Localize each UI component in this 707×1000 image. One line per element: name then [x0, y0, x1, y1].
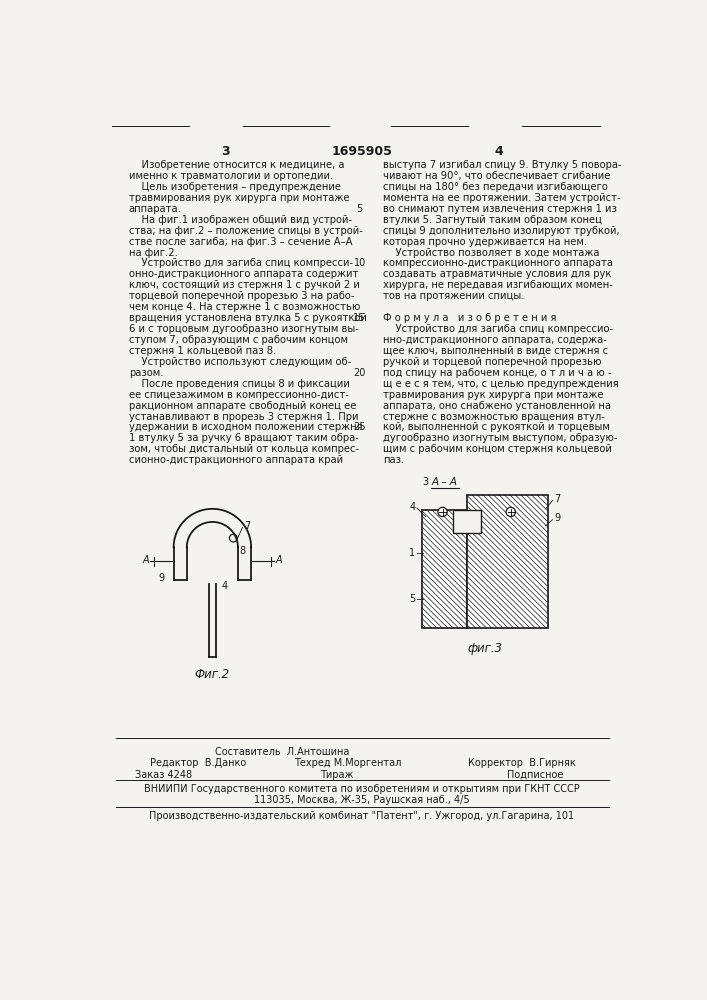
- Text: стержне с возможностью вращения втул-: стержне с возможностью вращения втул-: [383, 412, 604, 422]
- Text: Устройство для загиба спиц компрессио-: Устройство для загиба спиц компрессио-: [383, 324, 613, 334]
- Text: Подписное: Подписное: [507, 770, 563, 780]
- Text: разом.: разом.: [129, 368, 163, 378]
- Text: щее ключ, выполненный в виде стержня с: щее ключ, выполненный в виде стержня с: [383, 346, 608, 356]
- Text: Техред М.Моргентал: Техред М.Моргентал: [293, 758, 401, 768]
- Text: 7: 7: [554, 494, 561, 504]
- Text: Фиг.2: Фиг.2: [195, 668, 230, 681]
- Text: ВНИИПИ Государственного комитета по изобретениям и открытиям при ГКНТ СССР: ВНИИПИ Государственного комитета по изоб…: [144, 784, 580, 794]
- Text: 10: 10: [354, 258, 366, 268]
- Text: кой, выполненной с рукояткой и торцевым: кой, выполненной с рукояткой и торцевым: [383, 422, 609, 432]
- Text: Устройство позволяет в ходе монтажа: Устройство позволяет в ходе монтажа: [383, 248, 600, 258]
- Text: Производственно-издательский комбинат "Патент", г. Ужгород, ул.Гагарина, 101: Производственно-издательский комбинат "П…: [149, 811, 575, 821]
- Text: ракционном аппарате свободный конец ее: ракционном аппарате свободный конец ее: [129, 401, 356, 411]
- Text: которая прочно удерживается на нем.: которая прочно удерживается на нем.: [383, 237, 587, 247]
- Text: 1: 1: [409, 548, 416, 558]
- Text: втулки 5. Загнутый таким образом конец: втулки 5. Загнутый таким образом конец: [383, 215, 602, 225]
- Text: под спицу на рабочем конце, о т л и ч а ю -: под спицу на рабочем конце, о т л и ч а …: [383, 368, 612, 378]
- Text: 5: 5: [409, 594, 416, 604]
- Text: удержании в исходном положении стержня: удержании в исходном положении стержня: [129, 422, 362, 432]
- Text: A – A: A – A: [432, 477, 458, 487]
- Text: 4: 4: [222, 581, 228, 591]
- Text: Тираж: Тираж: [320, 770, 353, 780]
- Circle shape: [438, 507, 448, 517]
- Bar: [467, 495, 548, 628]
- Text: вращения установлена втулка 5 с рукояткой: вращения установлена втулка 5 с рукоятко…: [129, 313, 366, 323]
- Text: Цель изобретения – предупреждение: Цель изобретения – предупреждение: [129, 182, 341, 192]
- Text: спицы 9 дополнительно изолируют трубкой,: спицы 9 дополнительно изолируют трубкой,: [383, 226, 619, 236]
- Text: компрессионно-дистракционного аппарата: компрессионно-дистракционного аппарата: [383, 258, 613, 268]
- Text: паз.: паз.: [383, 455, 404, 465]
- Text: 9: 9: [554, 513, 560, 523]
- Text: дугообразно изогнутым выступом, образую-: дугообразно изогнутым выступом, образую-: [383, 433, 617, 443]
- Text: именно к травматологии и ортопедии.: именно к травматологии и ортопедии.: [129, 171, 333, 181]
- Text: Составитель  Л.Антошина: Составитель Л.Антошина: [215, 747, 349, 757]
- Text: щим с рабочим концом стержня кольцевой: щим с рабочим концом стержня кольцевой: [383, 444, 612, 454]
- Text: 4: 4: [409, 502, 416, 512]
- Text: ручкой и торцевой поперечной прорезью: ручкой и торцевой поперечной прорезью: [383, 357, 602, 367]
- Text: ее спицезажимом в компрессионно-дист-: ее спицезажимом в компрессионно-дист-: [129, 390, 349, 400]
- Bar: [452, 510, 481, 533]
- Text: Изобретение относится к медицине, а: Изобретение относится к медицине, а: [129, 160, 344, 170]
- Bar: [421, 510, 467, 628]
- Text: устанавливают в прорезь 3 стержня 1. При: устанавливают в прорезь 3 стержня 1. При: [129, 412, 358, 422]
- Text: 6 и с торцовым дугообразно изогнутым вы-: 6 и с торцовым дугообразно изогнутым вы-: [129, 324, 358, 334]
- Text: аппарата, оно снабжено установленной на: аппарата, оно снабжено установленной на: [383, 401, 611, 411]
- Text: стержня 1 кольцевой паз 8.: стержня 1 кольцевой паз 8.: [129, 346, 276, 356]
- Text: 1695905: 1695905: [332, 145, 392, 158]
- Text: Заказ 4248: Заказ 4248: [135, 770, 192, 780]
- Text: Ф о р м у л а   и з о б р е т е н и я: Ф о р м у л а и з о б р е т е н и я: [383, 313, 556, 323]
- Text: хирурга, не передавая изгибающих момен-: хирурга, не передавая изгибающих момен-: [383, 280, 613, 290]
- Text: A: A: [276, 555, 283, 565]
- Text: торцевой поперечной прорезью 3 на рабо-: торцевой поперечной прорезью 3 на рабо-: [129, 291, 354, 301]
- Text: Корректор  В.Гирняк: Корректор В.Гирняк: [468, 758, 576, 768]
- Text: 5: 5: [356, 204, 363, 214]
- Text: 15: 15: [354, 313, 366, 323]
- Text: аппарата.: аппарата.: [129, 204, 182, 214]
- Text: момента на ее протяжении. Затем устройст-: момента на ее протяжении. Затем устройст…: [383, 193, 621, 203]
- Text: 1 втулку 5 за ручку 6 вращают таким обра-: 1 втулку 5 за ручку 6 вращают таким обра…: [129, 433, 358, 443]
- Text: зом, чтобы дистальный от кольца компрес-: зом, чтобы дистальный от кольца компрес-: [129, 444, 358, 454]
- Text: спицы на 180° без передачи изгибающего: спицы на 180° без передачи изгибающего: [383, 182, 608, 192]
- Text: ступом 7, образующим с рабочим концом: ступом 7, образующим с рабочим концом: [129, 335, 348, 345]
- Text: 25: 25: [354, 422, 366, 432]
- Text: 20: 20: [354, 368, 366, 378]
- Text: выступа 7 изгибал спицу 9. Втулку 5 повора-: выступа 7 изгибал спицу 9. Втулку 5 пово…: [383, 160, 621, 170]
- Text: 4: 4: [495, 145, 503, 158]
- Text: A: A: [142, 555, 149, 565]
- Text: 3: 3: [221, 145, 230, 158]
- Text: нно-дистракционного аппарата, содержа-: нно-дистракционного аппарата, содержа-: [383, 335, 607, 345]
- Text: ключ, состоящий из стержня 1 с ручкой 2 и: ключ, состоящий из стержня 1 с ручкой 2 …: [129, 280, 360, 290]
- Text: Устройство используют следующим об-: Устройство используют следующим об-: [129, 357, 351, 367]
- Text: сионно-дистракционного аппарата край: сионно-дистракционного аппарата край: [129, 455, 343, 465]
- Text: 9: 9: [158, 573, 164, 583]
- Text: ства; на фиг.2 – положение спицы в устрой-: ства; на фиг.2 – положение спицы в устро…: [129, 226, 363, 236]
- Text: тов на протяжении спицы.: тов на протяжении спицы.: [383, 291, 525, 301]
- Text: фиг.3: фиг.3: [467, 642, 502, 655]
- Text: 7: 7: [244, 521, 250, 531]
- Text: щ е е с я тем, что, с целью предупреждения: щ е е с я тем, что, с целью предупрежден…: [383, 379, 619, 389]
- Text: на фиг.2.: на фиг.2.: [129, 248, 177, 258]
- Text: 3: 3: [423, 477, 428, 487]
- Text: На фиг.1 изображен общий вид устрой-: На фиг.1 изображен общий вид устрой-: [129, 215, 352, 225]
- Text: чивают на 90°, что обеспечивает сгибание: чивают на 90°, что обеспечивает сгибание: [383, 171, 610, 181]
- Text: создавать атравматичные условия для рук: создавать атравматичные условия для рук: [383, 269, 612, 279]
- Text: онно-дистракционного аппарата содержит: онно-дистракционного аппарата содержит: [129, 269, 358, 279]
- Text: 113035, Москва, Ж-35, Раушская наб., 4/5: 113035, Москва, Ж-35, Раушская наб., 4/5: [254, 795, 469, 805]
- Circle shape: [506, 507, 515, 517]
- Text: Редактор  В.Данко: Редактор В.Данко: [151, 758, 247, 768]
- Text: После проведения спицы 8 и фиксации: После проведения спицы 8 и фиксации: [129, 379, 349, 389]
- Text: 8: 8: [240, 546, 245, 556]
- Text: во снимают путем извлечения стержня 1 из: во снимают путем извлечения стержня 1 из: [383, 204, 617, 214]
- Text: чем конце 4. На стержне 1 с возможностью: чем конце 4. На стержне 1 с возможностью: [129, 302, 360, 312]
- Text: стве после загиба; на фиг.3 – сечение А–А: стве после загиба; на фиг.3 – сечение А–…: [129, 237, 352, 247]
- Text: травмирования рук хирурга при монтаже: травмирования рук хирурга при монтаже: [129, 193, 349, 203]
- Text: травмирования рук хирурга при монтаже: травмирования рук хирурга при монтаже: [383, 390, 603, 400]
- Text: Устройство для загиба спиц компресси-: Устройство для загиба спиц компресси-: [129, 258, 353, 268]
